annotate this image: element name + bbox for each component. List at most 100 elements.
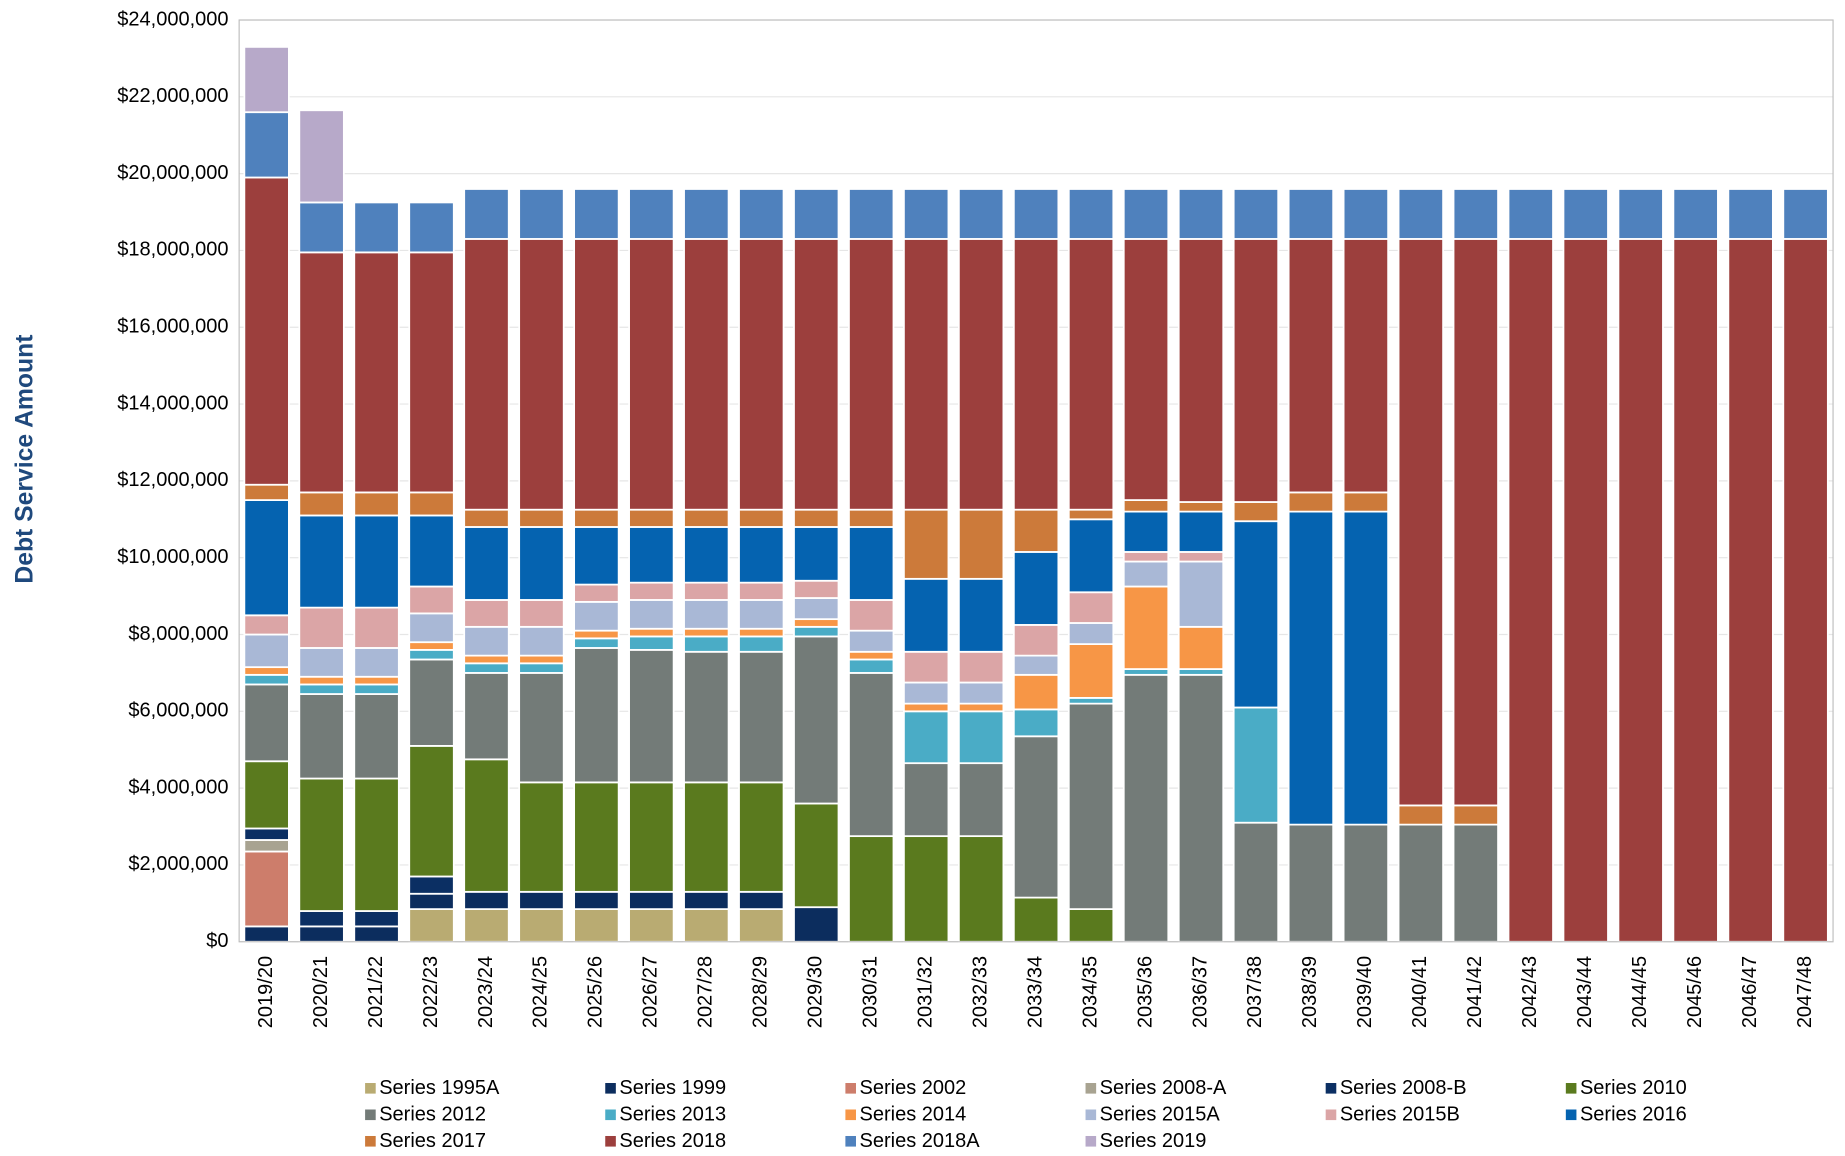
y-tick-label: $14,000,000	[117, 392, 228, 414]
bar-segment	[848, 238, 895, 511]
legend-label: Series 2010	[1580, 1077, 1687, 1099]
bar-segment	[957, 702, 1005, 713]
bar-segment	[573, 508, 620, 528]
bar-segment	[628, 526, 675, 584]
bar-segment	[1672, 238, 1719, 943]
bar-segment	[793, 802, 840, 909]
bar-segment	[793, 579, 840, 599]
bar-segment	[1122, 585, 1170, 670]
bar-segment	[1177, 188, 1225, 240]
bar-segment	[957, 710, 1005, 765]
bar-segment	[1122, 673, 1170, 943]
bar-segment	[573, 238, 620, 511]
bar-segment	[957, 681, 1005, 705]
legend-label: Series 2013	[619, 1104, 726, 1126]
bar-segment	[1067, 591, 1115, 624]
bar-segment	[1012, 238, 1060, 511]
bar-segment	[1232, 706, 1280, 824]
bar-segment	[628, 781, 675, 893]
legend-label: Series 1999	[619, 1077, 726, 1099]
bar-segment	[628, 508, 675, 528]
bar-segment	[408, 612, 455, 644]
bar-segment	[573, 526, 620, 586]
bar-segment	[957, 835, 1005, 943]
bar-segment	[1232, 188, 1280, 240]
x-tick-label: 2022/23	[420, 956, 442, 1028]
x-tick-label: 2024/25	[530, 956, 552, 1028]
bar-segment	[518, 508, 565, 528]
bar-segment	[463, 890, 510, 910]
bar-segment	[683, 890, 730, 910]
bar-segment	[573, 637, 620, 649]
bar-segment	[518, 781, 565, 893]
bar-segment	[518, 908, 565, 943]
bar-segment	[408, 658, 455, 747]
bar-segment	[1012, 735, 1060, 899]
legend-swatch	[605, 1083, 616, 1094]
bar-segment	[1177, 560, 1225, 628]
bar-segment	[683, 508, 730, 528]
bar-segment	[1452, 804, 1499, 826]
bar-segment	[463, 508, 510, 528]
bar-segment	[1012, 551, 1060, 626]
bar-segment	[1287, 491, 1335, 513]
bar-segment	[408, 875, 455, 895]
bar-segment	[957, 650, 1005, 684]
legend-swatch	[1565, 1083, 1577, 1094]
legend-swatch	[845, 1109, 856, 1121]
legend-swatch	[845, 1135, 856, 1147]
bar-segment	[1122, 510, 1170, 553]
bar-segment	[518, 672, 565, 784]
bar-segment	[408, 648, 455, 661]
bar-segment	[1452, 238, 1499, 807]
bar-segment	[353, 925, 400, 943]
x-tick-label: 2037/38	[1244, 956, 1266, 1028]
bar-segment	[463, 188, 510, 240]
bar-segment	[738, 581, 785, 601]
bar-segment	[1122, 551, 1170, 563]
bar-segment	[738, 781, 785, 893]
bar-segment	[298, 910, 345, 928]
bar-segment	[1397, 804, 1444, 826]
bar-segment	[1067, 643, 1115, 699]
bar-segment	[243, 614, 290, 636]
bar-segment	[1287, 823, 1335, 943]
bar-segment	[408, 585, 455, 615]
bar-segment	[243, 850, 290, 928]
bar-segment	[683, 599, 730, 630]
bar-segment	[683, 781, 730, 893]
bar-segment	[1782, 188, 1829, 240]
bar-segment	[243, 760, 290, 830]
bar-segment	[243, 827, 290, 841]
legend-swatch	[1325, 1083, 1337, 1094]
legend-swatch	[845, 1083, 856, 1094]
bar-segment	[683, 526, 730, 584]
x-tick-label: 2033/34	[1024, 956, 1046, 1028]
bar-segment	[298, 109, 345, 204]
bar-segment	[1177, 673, 1225, 943]
bar-segment	[1287, 510, 1335, 826]
y-tick-label: $0	[206, 930, 228, 952]
bar-segment	[573, 583, 620, 603]
bar-segment	[738, 508, 785, 528]
bar-segment	[298, 675, 345, 686]
bar-segment	[793, 618, 840, 628]
bar-segment	[1727, 188, 1774, 240]
bar-segment	[683, 635, 730, 653]
bar-segment	[628, 908, 675, 943]
bar-segment	[1067, 508, 1115, 521]
bar-segment	[243, 499, 290, 617]
bar-segment	[298, 251, 345, 494]
bar-segment	[1122, 188, 1170, 240]
bar-segment	[1012, 188, 1060, 240]
bar-segment	[903, 710, 950, 765]
bar-segment	[1067, 702, 1115, 910]
bar-segment	[298, 683, 345, 695]
legend-label: Series 2008-B	[1340, 1077, 1467, 1099]
legend-swatch	[605, 1109, 616, 1121]
y-tick-label: $22,000,000	[117, 85, 228, 107]
x-tick-label: 2025/26	[585, 956, 607, 1028]
bar-segment	[683, 627, 730, 638]
legend-label: Series 2016	[1580, 1104, 1687, 1126]
bar-segment	[463, 758, 510, 893]
